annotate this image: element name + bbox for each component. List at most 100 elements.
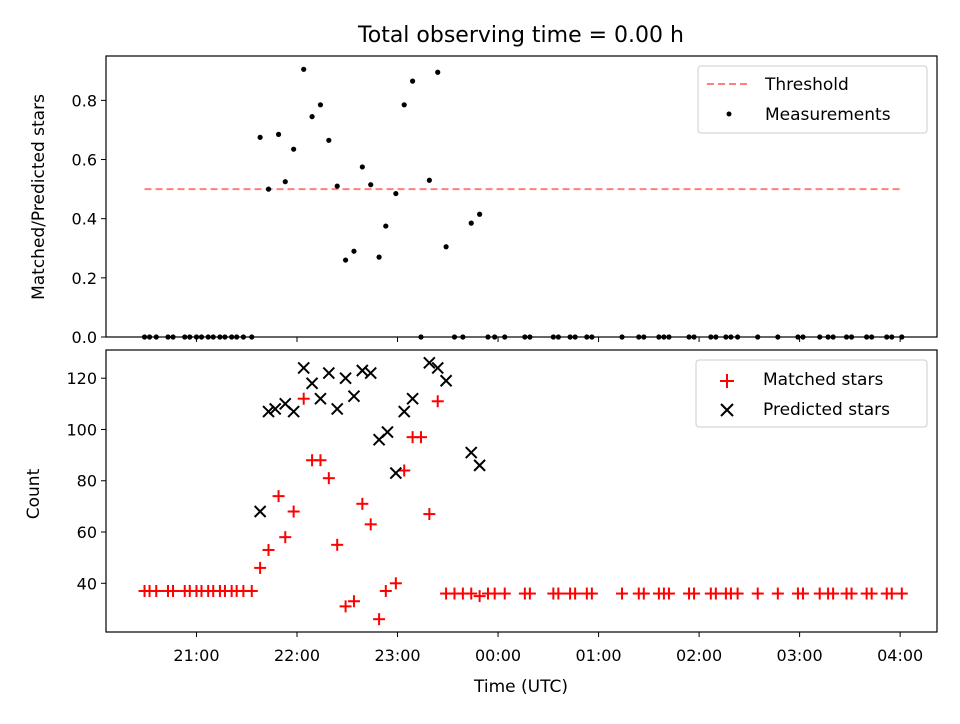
measurement-point [376,254,382,260]
predicted-point [364,366,377,380]
predicted-point [423,356,436,370]
matched-point [865,587,878,600]
matched-point [167,584,180,597]
matched-point [398,464,411,477]
top-ylabel: Matched/Predicted stars [29,94,49,300]
measurement-point [291,146,297,152]
bottom-ytick-label: 120 [66,369,97,388]
matched-point [465,587,478,600]
measurement-point [326,137,332,143]
predicted-point [322,366,336,380]
predicted-point [314,392,327,405]
bottom-legend: Matched stars Predicted stars [695,359,928,428]
threshold-legend-label: Threshold [764,75,849,95]
matched-point [287,505,300,518]
matched-point [637,587,650,600]
predicted-point [297,361,310,375]
xtick-label: 04:00 [877,646,923,665]
predicted-point [439,374,453,387]
bottom-panel: Count 40 60 80 100 120 21:00 22:00 23:00 00:00 0… [24,349,938,665]
top-ytick-label: 0.8 [72,91,97,110]
xtick-label: 21:00 [173,646,219,665]
measurement-point [477,211,483,217]
matched-point [314,454,327,467]
matched-point [731,587,744,600]
measurement-point [426,177,432,183]
xtick-label: 22:00 [274,646,320,665]
matched-point [373,613,386,626]
matched-point [262,543,275,556]
matched-point [423,508,436,521]
matched-point [473,590,486,603]
matched-point [796,587,809,600]
bottom-plot-area [138,356,908,626]
measurement-point [368,182,374,188]
measurement-point [317,102,324,108]
predicted-point [269,402,282,416]
xtick-label: 23:00 [374,646,420,665]
matched-point [569,587,582,600]
xtick-label: 01:00 [576,646,622,665]
matched-point [279,531,292,544]
matched-point [827,587,840,600]
matched-point [322,472,335,485]
measurement-point [383,223,389,229]
matched-point [297,392,310,405]
matched-point [245,584,258,597]
matched-point [845,587,858,600]
matched-point [616,587,629,600]
bottom-axes-frame [105,349,938,633]
top-ytick-label: 0.0 [72,328,97,347]
top-legend-frame [697,65,928,134]
matched-point [523,587,536,600]
xtick-label: 00:00 [475,646,521,665]
xtick-label: 02:00 [676,646,722,665]
measurements-legend-swatch [726,111,732,117]
bottom-ylabel: Count [24,468,44,519]
predicted-point [330,402,344,416]
predicted-point [389,466,403,480]
matched-point [688,587,701,600]
top-ytick-label: 0.4 [72,210,97,229]
measurement-point [342,257,349,263]
predicted-point [381,425,394,439]
predicted-point [465,446,478,459]
bottom-ytick-label: 60 [77,523,97,542]
top-panel: Matched/Predicted stars 0.00.20.40.60.8 … [29,55,938,347]
matched-legend-swatch [720,374,734,388]
matched-point [498,587,511,600]
predicted-point [406,392,419,405]
measurement-point [265,186,272,192]
measurement-point [301,66,307,72]
measurement-point [393,190,399,197]
chart-title: Total observing time = 0.00 h [357,23,684,48]
predicted-point [287,405,300,418]
top-ytick-label: 0.2 [72,269,97,288]
matched-point [339,600,352,613]
top-legend: Threshold Measurements [697,65,928,134]
matched-point [347,595,360,608]
matched-point [709,587,722,600]
matched-point [431,395,444,408]
predicted-legend-label: Predicted stars [763,400,890,420]
matched-point [751,587,764,600]
predicted-point [253,505,267,518]
predicted-point [262,405,275,418]
predicted-point [305,377,319,390]
matched-point [379,584,392,597]
measurement-point [334,183,340,189]
xtick-label: 03:00 [777,646,823,665]
measurement-point [351,248,357,254]
measurement-point [282,179,288,185]
measurement-point [409,78,416,84]
predicted-legend-swatch [720,403,734,417]
measurement-point [443,244,449,250]
measurement-point [468,220,474,226]
matched-legend-label: Matched stars [763,370,883,390]
matched-point [389,577,402,590]
predicted-point [356,364,369,377]
predicted-point [473,459,486,472]
top-axes-frame [105,55,938,338]
matched-point [272,490,285,503]
